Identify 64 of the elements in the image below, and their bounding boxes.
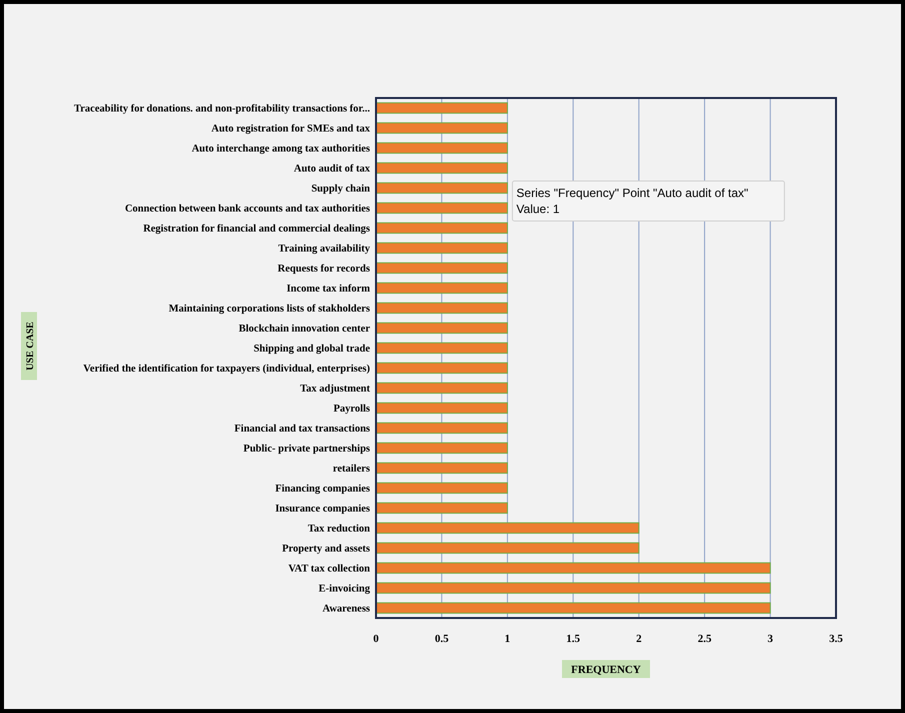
y-tick-label: Financing companies bbox=[275, 484, 370, 495]
bar bbox=[376, 362, 508, 374]
y-tick-label: Verified the identification for taxpayers (individual, enterprises) bbox=[83, 364, 370, 375]
y-tick-label: Auto audit of tax bbox=[294, 164, 371, 175]
bar bbox=[376, 322, 508, 334]
y-axis-title: USE CASE bbox=[25, 321, 36, 370]
y-tick-label: Maintaining corporations lists of stakholders bbox=[168, 304, 370, 315]
x-tick-label: 1 bbox=[504, 633, 510, 645]
bar bbox=[376, 202, 508, 214]
y-tick-label: Public- private partnerships bbox=[243, 444, 370, 455]
y-tick-label: Connection between bank accounts and tax authorities bbox=[124, 204, 370, 215]
bar bbox=[376, 302, 508, 314]
bar bbox=[376, 582, 771, 594]
y-tick-label: Financial and tax transactions bbox=[234, 424, 370, 435]
bar bbox=[376, 482, 508, 494]
y-tick-label: VAT tax collection bbox=[288, 564, 370, 575]
x-tick-label: 3.5 bbox=[829, 633, 844, 645]
bar bbox=[376, 462, 508, 474]
y-tick-label: Insurance companies bbox=[275, 504, 370, 515]
y-tick-label: Auto interchange among tax authorities bbox=[192, 144, 370, 155]
bar bbox=[376, 342, 508, 354]
bar bbox=[376, 522, 640, 534]
bar bbox=[376, 602, 771, 614]
bar bbox=[376, 402, 508, 414]
bar bbox=[376, 562, 771, 574]
y-tick-label: Tax reduction bbox=[308, 524, 370, 535]
y-tick-label: Auto registration for SMEs and tax bbox=[211, 124, 371, 135]
annotation: Series "Frequency" Point "Auto audit of tax" Value: 1 bbox=[516, 186, 748, 216]
y-tick-label: Property and assets bbox=[282, 544, 370, 555]
bar bbox=[376, 422, 508, 434]
y-tick-label: Traceability for donations. and non-profitability transactions for... bbox=[74, 104, 370, 115]
y-tick-label: Payrolls bbox=[333, 404, 370, 415]
bar bbox=[376, 162, 508, 174]
bar bbox=[376, 222, 508, 234]
x-tick-label: 3 bbox=[768, 633, 774, 645]
bar bbox=[376, 262, 508, 274]
y-tick-label: Awareness bbox=[322, 604, 370, 615]
y-tick-label: retailers bbox=[332, 464, 370, 475]
bar bbox=[376, 102, 508, 114]
x-tick-label: 0 bbox=[373, 633, 380, 645]
bar bbox=[376, 122, 508, 134]
y-tick-label: Registration for financial and commercial dealings bbox=[143, 224, 370, 235]
bar bbox=[376, 182, 508, 194]
bar bbox=[376, 142, 508, 154]
bar bbox=[376, 282, 508, 294]
x-tick-label: 0.5 bbox=[434, 633, 450, 645]
y-tick-label: E-invoicing bbox=[318, 584, 371, 595]
bar bbox=[376, 382, 508, 394]
x-tick-label: 2.5 bbox=[698, 633, 712, 645]
x-tick-label: 1.5 bbox=[566, 633, 581, 645]
y-tick-label: Training availability bbox=[278, 244, 371, 255]
bar bbox=[376, 442, 508, 454]
y-tick-label: Requests for records bbox=[278, 264, 370, 275]
y-tick-label: Shipping and global trade bbox=[254, 344, 370, 355]
x-axis-title: FREQUENCY bbox=[571, 664, 641, 676]
x-tick-label: 2 bbox=[636, 633, 642, 645]
y-tick-label: Supply chain bbox=[311, 184, 370, 195]
tooltip: Series "Frequency" Point "Auto audit of tax" Value: 1 bbox=[512, 180, 785, 222]
bar bbox=[376, 242, 508, 254]
bar bbox=[376, 542, 640, 554]
y-tick-label: Blockchain innovation center bbox=[238, 324, 370, 335]
y-tick-label: Income tax inform bbox=[286, 284, 370, 295]
y-tick-label: Tax adjustment bbox=[300, 384, 370, 395]
bar bbox=[376, 502, 508, 514]
